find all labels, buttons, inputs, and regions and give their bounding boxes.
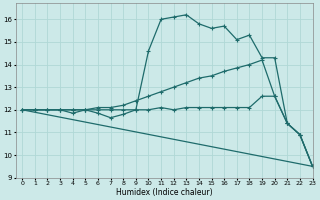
- X-axis label: Humidex (Indice chaleur): Humidex (Indice chaleur): [116, 188, 212, 197]
